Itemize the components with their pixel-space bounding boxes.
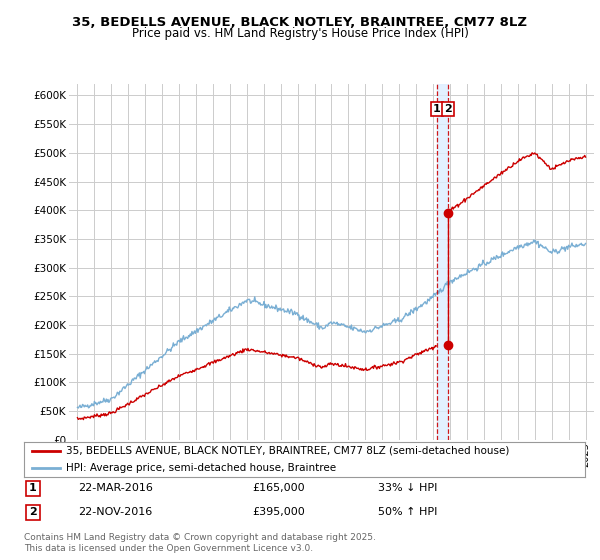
Text: HPI: Average price, semi-detached house, Braintree: HPI: Average price, semi-detached house,… (66, 463, 336, 473)
Text: 33% ↓ HPI: 33% ↓ HPI (378, 483, 437, 493)
Text: 1: 1 (29, 483, 37, 493)
Bar (437, 84, 448, 440)
Text: Contains HM Land Registry data © Crown copyright and database right 2025.
This d: Contains HM Land Registry data © Crown c… (24, 533, 376, 553)
Text: 35, BEDELLS AVENUE, BLACK NOTLEY, BRAINTREE, CM77 8LZ (semi-detached house): 35, BEDELLS AVENUE, BLACK NOTLEY, BRAINT… (66, 446, 509, 456)
Text: 35, BEDELLS AVENUE, BLACK NOTLEY, BRAINTREE, CM77 8LZ: 35, BEDELLS AVENUE, BLACK NOTLEY, BRAINT… (73, 16, 527, 29)
Text: 1: 1 (433, 104, 441, 114)
Text: £395,000: £395,000 (252, 507, 305, 517)
Text: 22-MAR-2016: 22-MAR-2016 (78, 483, 153, 493)
Text: Price paid vs. HM Land Registry's House Price Index (HPI): Price paid vs. HM Land Registry's House … (131, 27, 469, 40)
Text: 50% ↑ HPI: 50% ↑ HPI (378, 507, 437, 517)
Text: £165,000: £165,000 (252, 483, 305, 493)
Text: 2: 2 (29, 507, 37, 517)
Text: 2: 2 (445, 104, 452, 114)
Text: 22-NOV-2016: 22-NOV-2016 (78, 507, 152, 517)
